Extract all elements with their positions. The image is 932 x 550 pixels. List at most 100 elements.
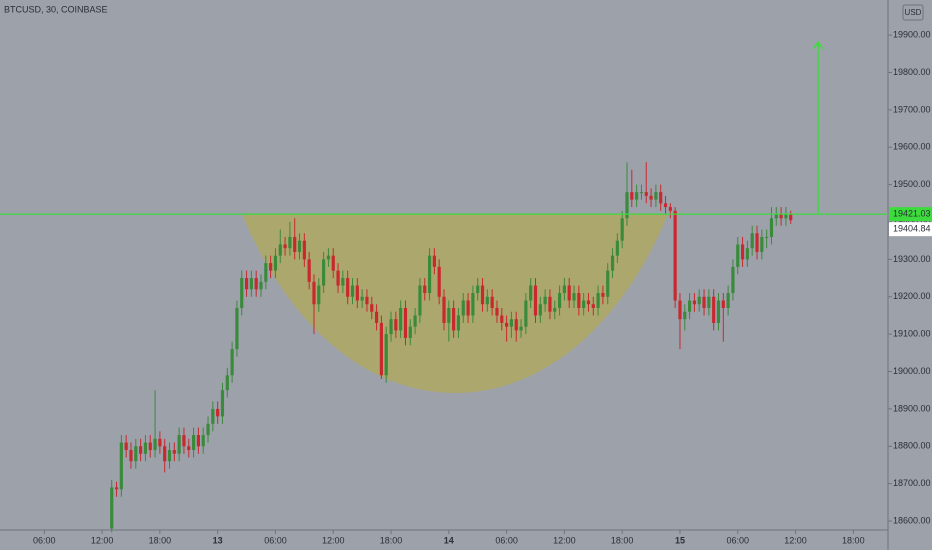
y-tick-label: 19600.00 bbox=[893, 142, 931, 152]
candle-body bbox=[495, 307, 499, 316]
candle-body bbox=[654, 192, 658, 200]
candle-body bbox=[360, 296, 364, 301]
candle-body bbox=[586, 300, 591, 305]
x-tick-label: 14 bbox=[444, 535, 454, 545]
candle-body bbox=[639, 192, 644, 194]
candle-body bbox=[760, 236, 764, 252]
candle-body bbox=[533, 285, 538, 316]
candle-body bbox=[167, 450, 172, 462]
candle-body bbox=[158, 438, 162, 447]
candle-body bbox=[500, 315, 504, 323]
candle-body bbox=[273, 255, 278, 271]
candle-body bbox=[163, 446, 167, 462]
candle-body bbox=[553, 307, 557, 312]
x-tick-label: 12:00 bbox=[91, 535, 114, 545]
candle-body bbox=[336, 270, 340, 286]
y-tick-label: 18600.00 bbox=[893, 515, 931, 525]
currency-label[interactable]: USD bbox=[905, 8, 922, 17]
x-tick-label: 12:00 bbox=[553, 535, 576, 545]
candle-body bbox=[244, 278, 249, 290]
candle-body bbox=[736, 244, 740, 267]
candle-body bbox=[615, 240, 619, 256]
x-tick-label: 18:00 bbox=[842, 535, 865, 545]
x-tick-label: 06:00 bbox=[726, 535, 749, 545]
candle-body bbox=[712, 296, 716, 323]
candle-body bbox=[726, 293, 730, 308]
candle-body bbox=[562, 285, 566, 294]
candle-body bbox=[567, 285, 571, 301]
candle-body bbox=[124, 442, 128, 451]
candle-body bbox=[456, 315, 461, 331]
candle-body bbox=[442, 296, 446, 323]
candle-body bbox=[269, 263, 273, 271]
cup-pattern bbox=[242, 214, 668, 393]
candle-body bbox=[437, 266, 441, 297]
candle-body bbox=[283, 244, 287, 249]
y-tick-label: 19000.00 bbox=[893, 366, 931, 376]
x-tick-label: 06:00 bbox=[33, 535, 56, 545]
candle-body bbox=[403, 307, 408, 338]
candle-body bbox=[119, 442, 123, 490]
candle-body bbox=[235, 307, 239, 350]
y-tick-label: 19300.00 bbox=[893, 254, 931, 264]
candle-body bbox=[413, 315, 417, 327]
candle-body bbox=[485, 296, 489, 305]
candle-body bbox=[394, 319, 398, 331]
candle-body bbox=[432, 255, 436, 267]
candle-body bbox=[591, 304, 595, 308]
candle-body bbox=[182, 435, 186, 447]
candle-body bbox=[509, 319, 514, 327]
candle-body bbox=[692, 300, 697, 305]
currency-button[interactable] bbox=[902, 4, 924, 21]
candle-body bbox=[341, 278, 345, 286]
candle-body bbox=[582, 300, 586, 308]
candle-body bbox=[490, 296, 494, 308]
candle-body bbox=[673, 210, 677, 301]
candle-body bbox=[423, 285, 427, 294]
candle-body bbox=[471, 293, 475, 316]
candle-body bbox=[408, 326, 412, 338]
y-tick-label: 19200.00 bbox=[893, 291, 931, 301]
candle-body bbox=[755, 233, 759, 252]
candle-body bbox=[293, 236, 297, 252]
candle-body bbox=[538, 304, 542, 316]
candle-body bbox=[418, 285, 422, 316]
y-tick-label: 19800.00 bbox=[893, 67, 931, 77]
candle-body bbox=[466, 300, 470, 316]
candle-body bbox=[476, 285, 480, 294]
candle-body bbox=[721, 300, 725, 308]
last-price-label: 19404.84 bbox=[893, 224, 931, 234]
candle-body bbox=[524, 300, 528, 327]
candle-body bbox=[529, 285, 533, 301]
candle-body bbox=[326, 255, 331, 260]
candle-body bbox=[331, 255, 335, 271]
candle-body bbox=[505, 322, 509, 327]
candle-body bbox=[461, 300, 465, 316]
candle-body bbox=[384, 334, 388, 376]
candle-body bbox=[702, 296, 706, 308]
candle-body bbox=[230, 349, 234, 376]
x-tick-label: 06:00 bbox=[264, 535, 287, 545]
candle-body bbox=[765, 236, 769, 238]
candle-body bbox=[774, 214, 778, 219]
candle-body bbox=[577, 293, 581, 308]
candle-body bbox=[254, 278, 258, 290]
chart-title: BTCUSD, 30, COINBASE bbox=[4, 4, 108, 14]
y-tick-label: 19100.00 bbox=[893, 329, 931, 339]
candle-body bbox=[191, 435, 196, 451]
candle-body bbox=[644, 192, 648, 196]
x-tick-label: 18:00 bbox=[149, 535, 172, 545]
candle-body bbox=[148, 442, 152, 451]
candle-body bbox=[143, 442, 148, 454]
candle-body bbox=[731, 266, 735, 294]
candle-body bbox=[317, 285, 321, 305]
candle-body bbox=[519, 326, 523, 331]
candle-body bbox=[557, 293, 562, 308]
candle-body bbox=[153, 438, 157, 451]
y-tick-label: 19900.00 bbox=[893, 30, 931, 40]
y-tick-label: 19700.00 bbox=[893, 104, 931, 114]
candle-body bbox=[707, 296, 711, 308]
y-tick-label: 19400.00 bbox=[893, 216, 931, 226]
